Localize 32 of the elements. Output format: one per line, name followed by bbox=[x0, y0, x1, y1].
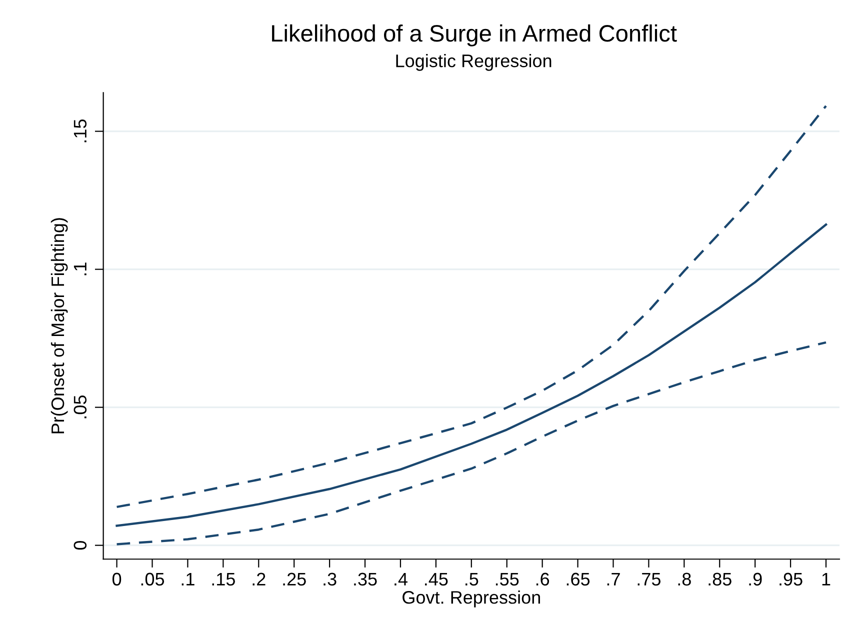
x-tick-label: .55 bbox=[496, 572, 519, 586]
x-tick-label: .95 bbox=[780, 572, 802, 586]
chart-subtitle: Logistic Regression bbox=[396, 54, 552, 71]
x-tick-label: 1 bbox=[822, 572, 830, 586]
x-tick-label: .6 bbox=[536, 572, 550, 586]
y-axis-title: Pr(Onset of Major Fighting) bbox=[50, 218, 68, 434]
y-tick-label: .1 bbox=[74, 262, 86, 276]
x-tick-label: .65 bbox=[566, 572, 590, 586]
x-tick-label: .35 bbox=[354, 572, 377, 586]
line-series bbox=[116, 341, 828, 546]
x-tick-label: .25 bbox=[283, 572, 306, 586]
line-series bbox=[116, 223, 828, 527]
x-tick-label: .8 bbox=[678, 572, 691, 586]
line-series bbox=[116, 104, 828, 508]
y-tick-label: 0 bbox=[74, 541, 87, 550]
x-tick-label: .1 bbox=[182, 572, 194, 586]
x-tick-label: .85 bbox=[708, 572, 732, 586]
y-tick-label: .05 bbox=[74, 396, 87, 418]
x-tick-label: .75 bbox=[638, 572, 660, 586]
x-tick-label: .2 bbox=[252, 572, 266, 586]
x-tick-label: 0 bbox=[112, 572, 122, 586]
x-tick-label: .5 bbox=[466, 572, 478, 586]
x-tick-label: .7 bbox=[607, 572, 620, 586]
y-tick-label: .15 bbox=[74, 120, 87, 142]
x-axis-title: Govt. Repression bbox=[402, 590, 540, 608]
x-tick-label: .45 bbox=[425, 572, 448, 586]
x-tick-label: .15 bbox=[212, 572, 235, 586]
x-tick-label: .05 bbox=[141, 572, 164, 586]
x-tick-label: .3 bbox=[324, 572, 336, 586]
x-tick-label: .4 bbox=[394, 572, 408, 586]
x-tick-label: .9 bbox=[749, 572, 762, 586]
chart-title: Likelihood of a Surge in Armed Conflict bbox=[272, 24, 677, 46]
